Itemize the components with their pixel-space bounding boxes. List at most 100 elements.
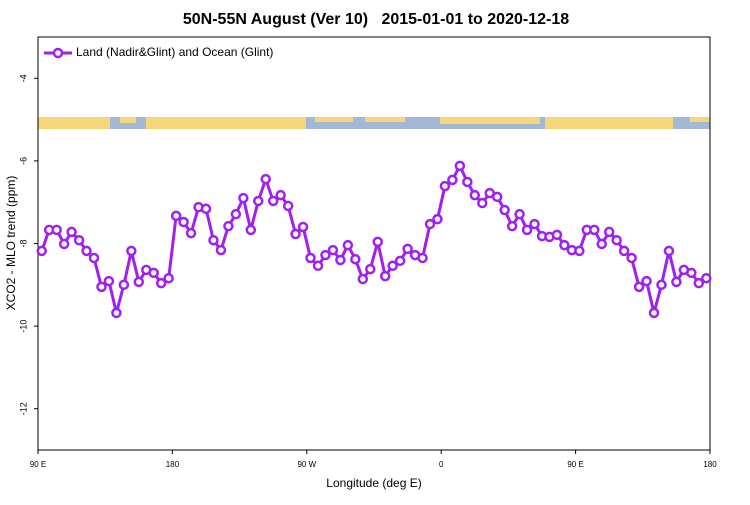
data-point <box>126 245 137 257</box>
data-point <box>305 252 316 264</box>
data-point <box>290 228 301 240</box>
data-point <box>350 253 361 265</box>
data-point <box>701 272 712 284</box>
data-point <box>454 160 466 172</box>
data-point <box>118 279 130 291</box>
data-point <box>693 277 705 289</box>
data-point <box>686 267 697 279</box>
data-point <box>133 276 145 288</box>
data-point <box>96 281 107 293</box>
land-ocean-strip <box>38 117 710 129</box>
data-point <box>648 307 660 319</box>
data-point <box>618 245 630 257</box>
data-point <box>103 275 115 287</box>
data-point <box>320 249 331 261</box>
data-point <box>447 174 458 186</box>
data-point <box>462 176 473 188</box>
y-axis-label: XCO2 - MLO trend (ppm) <box>4 176 18 311</box>
data-point <box>155 277 167 289</box>
data-point <box>245 224 257 236</box>
x-tick-label: 90 E <box>567 460 583 469</box>
data-point <box>394 255 406 267</box>
data-point <box>574 245 585 257</box>
y-tick-label: -8 <box>18 239 28 247</box>
data-point <box>499 204 510 216</box>
data-point <box>357 273 369 285</box>
chart-title: 50N-55N August (Ver 10) 2015-01-01 to 20… <box>183 11 569 28</box>
data-point <box>365 263 376 275</box>
data-point <box>641 275 652 287</box>
legend-label: Land (Nadir&Glint) and Ocean (Glint) <box>76 45 273 59</box>
legend-marker <box>52 47 64 59</box>
data-point <box>402 243 413 255</box>
data-point <box>327 244 339 256</box>
data-point <box>111 307 122 319</box>
data-point <box>163 272 174 284</box>
data-point <box>469 189 481 201</box>
data-point <box>671 276 682 288</box>
data-point <box>477 197 488 209</box>
data-point <box>603 226 615 238</box>
data-point <box>335 254 346 266</box>
data-point <box>267 195 279 207</box>
data-point <box>170 210 182 222</box>
data-point <box>58 238 70 250</box>
data-point <box>372 236 383 248</box>
y-tick-label: -4 <box>18 74 28 82</box>
data-point <box>185 227 197 239</box>
x-tick-label: 180 <box>703 460 717 469</box>
data-point <box>253 195 264 207</box>
y-tick-label: -6 <box>18 157 28 165</box>
data-point <box>208 234 219 246</box>
data-point <box>529 218 540 230</box>
data-point <box>81 245 92 257</box>
x-tick-label: 180 <box>166 460 180 469</box>
data-point <box>238 192 249 204</box>
x-tick-label: 90 W <box>297 460 316 469</box>
data-point <box>656 279 667 291</box>
data-point <box>417 252 428 264</box>
data-point <box>66 226 77 238</box>
y-tick-label: -10 <box>18 320 28 333</box>
data-point <box>148 267 159 279</box>
data-point <box>215 244 227 256</box>
data-point <box>51 224 62 236</box>
data-point <box>514 208 525 220</box>
data-point <box>230 208 242 220</box>
x-tick-label: 90 E <box>30 460 46 469</box>
data-point <box>559 239 570 251</box>
data-point <box>439 180 451 192</box>
data-point <box>432 213 443 225</box>
data-point <box>275 189 286 201</box>
data-point <box>424 218 436 230</box>
data-point <box>506 220 518 232</box>
data-point <box>282 200 294 212</box>
data-point <box>663 245 675 257</box>
data-point <box>223 220 234 232</box>
data-point <box>312 260 324 272</box>
data-point <box>387 260 398 272</box>
data-point <box>36 245 47 257</box>
data-point <box>379 270 391 282</box>
data-point <box>297 221 309 233</box>
data-point <box>342 239 354 251</box>
data-point <box>521 224 533 236</box>
data-point <box>491 191 503 203</box>
data-point <box>589 224 600 236</box>
data-point <box>633 281 645 293</box>
data-point <box>260 173 271 185</box>
data-point <box>551 229 563 241</box>
data-point <box>88 252 100 264</box>
data-point <box>626 252 637 264</box>
data-point <box>73 234 85 246</box>
data-point <box>200 203 212 215</box>
x-tick-label: 0 <box>439 460 444 469</box>
data-point <box>611 234 622 246</box>
data-point <box>596 238 607 250</box>
y-tick-label: -12 <box>18 402 28 415</box>
legend: Land (Nadir&Glint) and Ocean (Glint) <box>44 45 273 59</box>
x-axis-label: Longitude (deg E) <box>326 476 421 490</box>
data-point <box>178 216 189 228</box>
